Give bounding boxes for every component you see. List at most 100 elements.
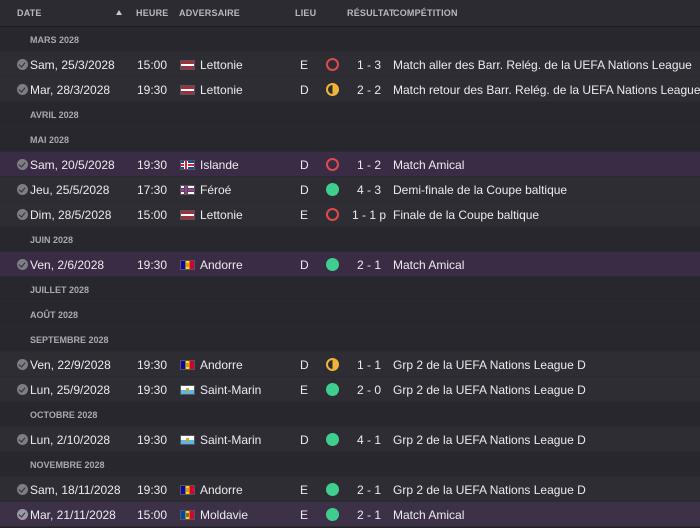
result-loss-icon [326, 58, 339, 71]
fixture-opponent[interactable]: Lettonie [200, 58, 243, 72]
fixture-row[interactable]: Ven, 22/9/2028 19:30 Andorre D Grp 2 de la U… [0, 352, 700, 377]
fixture-row[interactable]: Sam, 25/3/2028 15:00 Lettonie E Match aller … [0, 52, 700, 77]
fixture-time: 15:00 [137, 508, 168, 522]
fixture-row[interactable]: Ven, 2/6/2028 19:30 Andorre D Match Amical 2 … [0, 252, 700, 277]
fixture-date: Sam, 20/5/2028 [30, 158, 115, 172]
fixture-score: 4 - 1 [356, 433, 381, 447]
result-win-icon [326, 258, 339, 271]
flag-andorra-icon [180, 260, 195, 270]
header-lieu[interactable]: LIEU [295, 8, 317, 18]
fixture-score: 2 - 1 [356, 258, 381, 272]
result-draw-icon [326, 83, 339, 96]
fixture-opponent[interactable]: Andorre [200, 358, 243, 372]
flag-andorra-icon [180, 485, 195, 495]
check-icon [17, 509, 28, 520]
fixture-venue: D [300, 358, 309, 372]
fixture-competition[interactable]: Match retour des Barr. Relég. de la UEFA… [393, 83, 700, 97]
month-label: JUIN 2028 [30, 235, 74, 245]
header-competition[interactable]: COMPÉTITION [393, 8, 458, 18]
fixture-opponent[interactable]: Islande [200, 158, 239, 172]
check-icon [17, 84, 28, 95]
fixture-opponent[interactable]: Lettonie [200, 83, 243, 97]
result-win-icon [326, 483, 339, 496]
result-draw-icon [326, 358, 339, 371]
month-separator: MARS 2028 [0, 27, 700, 52]
fixture-venue: D [300, 183, 309, 197]
fixture-time: 19:30 [137, 358, 168, 372]
fixture-date: Jeu, 25/5/2028 [30, 183, 110, 197]
check-icon [17, 434, 28, 445]
fixture-opponent[interactable]: Andorre [200, 483, 243, 497]
result-win-icon [326, 508, 339, 521]
fixture-opponent[interactable]: Lettonie [200, 208, 243, 222]
fixture-opponent[interactable]: Saint-Marin [200, 433, 262, 447]
fixture-opponent[interactable]: Moldavie [200, 508, 249, 522]
fixture-competition[interactable]: Grp 2 de la UEFA Nations League D [393, 483, 586, 497]
fixture-time: 19:30 [137, 83, 168, 97]
fixture-row[interactable]: Sam, 20/5/2028 19:30 Islande D Match Amical 1… [0, 152, 700, 177]
fixture-date: Ven, 22/9/2028 [30, 358, 111, 372]
result-loss-icon [326, 208, 339, 221]
flag-latvia-icon [180, 60, 195, 70]
fixture-venue: E [300, 58, 309, 72]
fixture-opponent[interactable]: Féroé [200, 183, 232, 197]
fixture-time: 17:30 [137, 183, 168, 197]
check-icon [17, 259, 28, 270]
flag-sanmarino-icon [180, 385, 195, 395]
fixture-date: Sam, 25/3/2028 [30, 58, 115, 72]
fixture-competition[interactable]: Finale de la Coupe baltique [393, 208, 540, 222]
fixture-date: Lun, 25/9/2028 [30, 383, 111, 397]
fixture-competition[interactable]: Grp 2 de la UEFA Nations League D [393, 433, 586, 447]
fixture-venue: D [300, 258, 309, 272]
month-label: MAI 2028 [30, 135, 70, 145]
table-header: DATE HEURE ADVERSAIRE LIEU RÉSULTAT COMP… [0, 0, 700, 27]
month-separator: AVRIL 2028 [0, 102, 700, 127]
fixture-time: 19:30 [137, 483, 168, 497]
fixture-time: 19:30 [137, 258, 168, 272]
fixture-date: Mar, 28/3/2028 [30, 83, 111, 97]
month-separator: AOÛT 2028 [0, 302, 700, 327]
fixture-date: Mar, 21/11/2028 [30, 508, 116, 522]
fixture-time: 15:00 [137, 58, 168, 72]
fixture-row[interactable]: Lun, 25/9/2028 19:30 Saint-Marin E Grp 2 de … [0, 377, 700, 402]
fixture-competition[interactable]: Grp 2 de la UEFA Nations League D [393, 358, 586, 372]
fixture-row[interactable]: Lun, 2/10/2028 19:30 Saint-Marin D Grp 2 de … [0, 427, 700, 452]
flag-latvia-icon [180, 85, 195, 95]
fixture-score: 1 - 2 [356, 158, 381, 172]
month-separator: JUIN 2028 [0, 227, 700, 252]
result-loss-icon [326, 158, 339, 171]
header-heure[interactable]: HEURE [136, 8, 169, 18]
fixture-competition[interactable]: Match aller des Barr. Relég. de la UEFA … [393, 58, 692, 72]
fixture-row[interactable]: Dim, 28/5/2028 15:00 Lettonie E Finale de la… [0, 202, 700, 227]
month-separator: JUILLET 2028 [0, 277, 700, 302]
fixture-competition[interactable]: Match Amical [393, 158, 465, 172]
fixture-competition[interactable]: Match Amical [393, 508, 465, 522]
fixture-row[interactable]: Mar, 21/11/2028 15:00 Moldavie E Match Amica… [0, 502, 700, 527]
sort-ascending-icon[interactable] [116, 10, 122, 15]
fixture-row[interactable]: Sam, 18/11/2028 19:30 Andorre E Grp 2 de la … [0, 477, 700, 502]
fixture-row[interactable]: Mar, 28/3/2028 19:30 Lettonie D Match retour… [0, 77, 700, 102]
fixture-row[interactable]: Jeu, 25/5/2028 17:30 Féroé D Demi-finale de … [0, 177, 700, 202]
fixture-venue: E [300, 483, 309, 497]
fixture-score: 1 - 1 [356, 358, 381, 372]
fixture-opponent[interactable]: Andorre [200, 258, 243, 272]
flag-faroe-icon [180, 185, 195, 195]
fixture-competition[interactable]: Demi-finale de la Coupe baltique [393, 183, 568, 197]
header-date[interactable]: DATE [17, 8, 42, 18]
fixture-opponent[interactable]: Saint-Marin [200, 383, 262, 397]
fixture-score: 4 - 3 [356, 183, 381, 197]
fixture-time: 15:00 [137, 208, 168, 222]
header-adversaire[interactable]: ADVERSAIRE [179, 8, 241, 18]
fixture-venue: D [300, 158, 309, 172]
month-label: OCTOBRE 2028 [30, 410, 98, 420]
check-icon [17, 359, 28, 370]
month-separator: SEPTEMBRE 2028 [0, 327, 700, 352]
result-win-icon [326, 433, 339, 446]
month-separator: MAI 2028 [0, 127, 700, 152]
fixture-competition[interactable]: Match Amical [393, 258, 465, 272]
header-resultat[interactable]: RÉSULTAT [347, 8, 395, 18]
month-label: SEPTEMBRE 2028 [30, 335, 109, 345]
fixture-competition[interactable]: Grp 2 de la UEFA Nations League D [393, 383, 586, 397]
fixture-venue: D [300, 433, 309, 447]
